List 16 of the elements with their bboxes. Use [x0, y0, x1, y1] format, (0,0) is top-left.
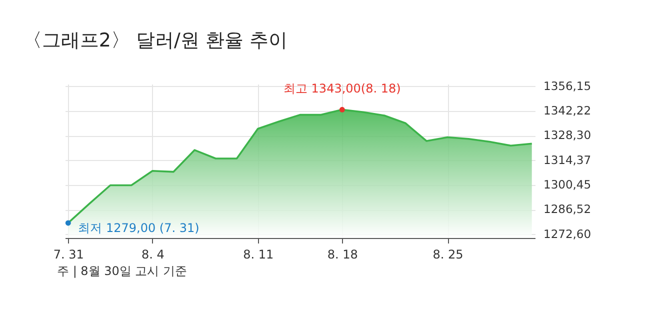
- y-tick-label: 1272,60: [544, 226, 592, 241]
- y-tick-label: 1342,22: [544, 104, 592, 118]
- chart-title: 〈그래프2〉 달러/원 환율 추이: [22, 29, 288, 52]
- y-tick-label: 1328,30: [544, 128, 592, 142]
- annotation: 최고 1343,00(8. 18): [283, 82, 401, 96]
- x-tick-label: 8. 4: [142, 248, 164, 262]
- text: 주 | 8월 30일 고시 기준: [57, 264, 188, 278]
- x-tick-label: 8. 11: [243, 248, 274, 262]
- y-tick-label: 1314,37: [544, 152, 592, 167]
- y-tick-label: 1356,15: [544, 78, 592, 93]
- x-tick-label: 8. 25: [432, 248, 464, 262]
- annotation: 최저 1279,00 (7. 31): [78, 220, 200, 235]
- y-tick-label: 1300,45: [544, 177, 592, 192]
- x-tick-label: 7. 31: [53, 248, 84, 262]
- x-tick-label: 8. 18: [327, 248, 358, 262]
- y-tick-label: 1286,52: [544, 202, 592, 216]
